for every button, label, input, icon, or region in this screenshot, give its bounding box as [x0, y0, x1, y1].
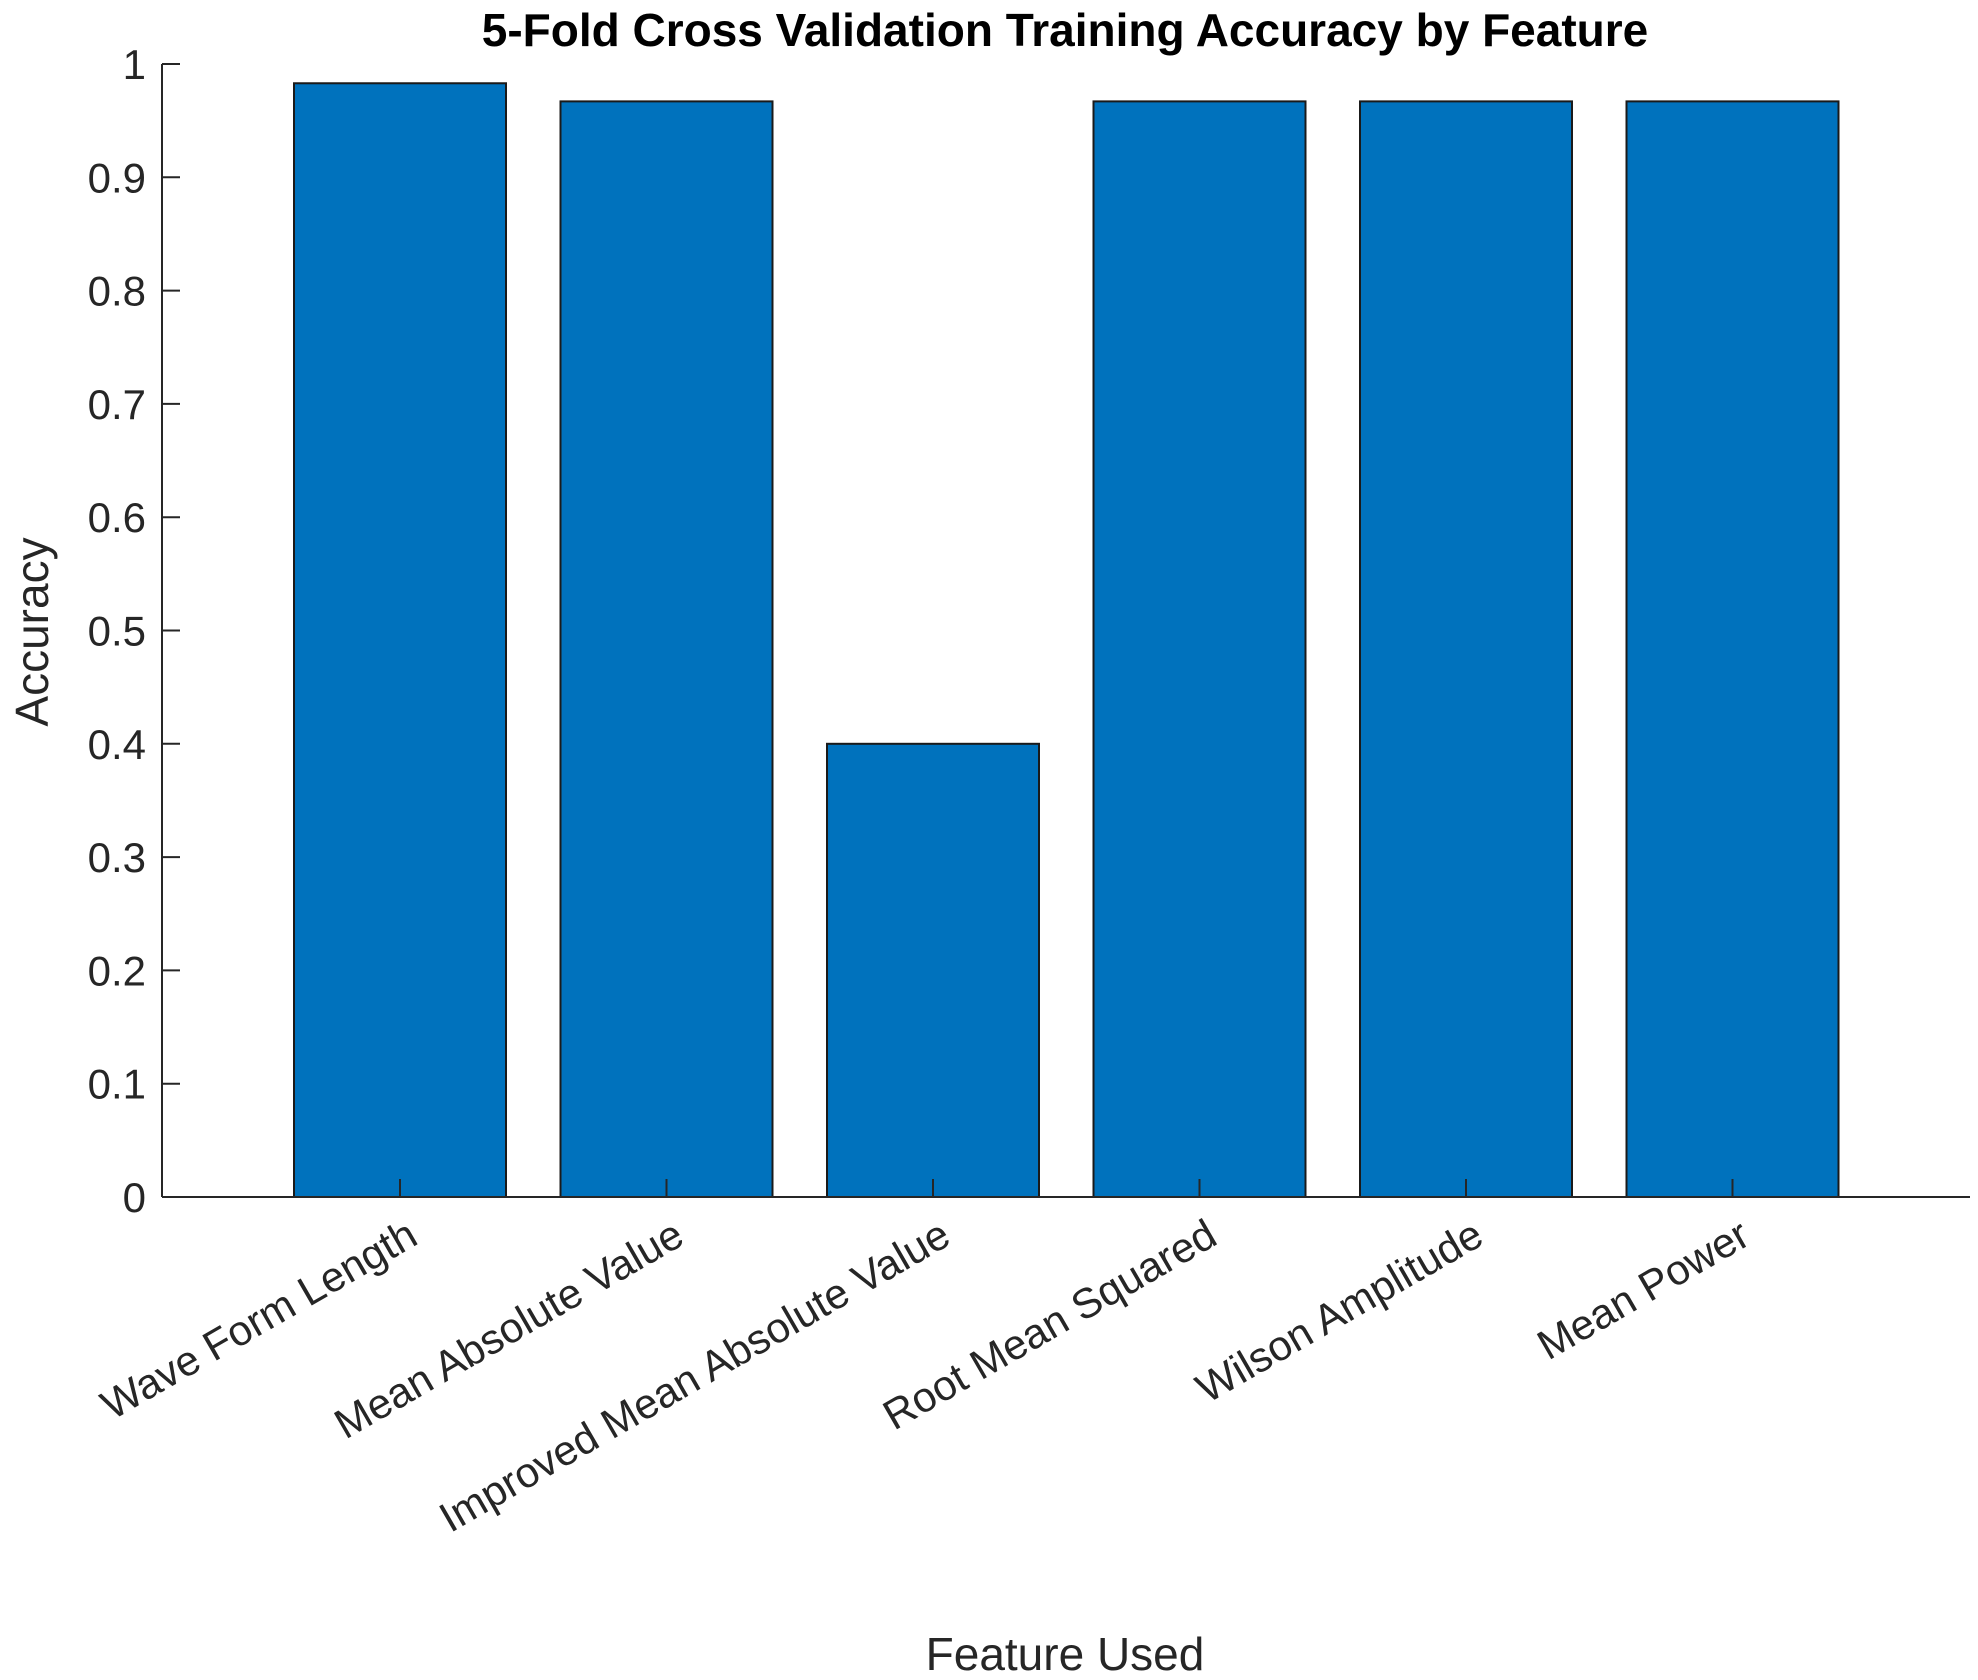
y-tick-label: 0.2 — [88, 947, 146, 994]
y-tick-label: 0.3 — [88, 834, 146, 881]
y-tick-label: 1 — [123, 41, 146, 88]
y-axis-label: Accuracy — [6, 537, 58, 726]
bar — [1625, 100, 1840, 1198]
y-tick-label: 0.7 — [88, 381, 146, 428]
y-tick-label: 0.8 — [88, 268, 146, 315]
y-tick-label: 0.1 — [88, 1061, 146, 1108]
x-tick-label: Mean Power — [1529, 1210, 1757, 1369]
bar — [293, 82, 507, 1199]
x-tick-label: Wilson Amplitude — [1188, 1210, 1490, 1412]
y-tick-label: 0.9 — [88, 154, 146, 201]
y-tick-label: 0.5 — [88, 608, 146, 655]
bar — [826, 742, 1040, 1198]
bars-group — [293, 82, 1840, 1199]
y-tick-label: 0.4 — [88, 721, 146, 768]
bar — [1092, 100, 1307, 1198]
bar — [559, 100, 774, 1198]
bar — [1359, 100, 1573, 1198]
y-tick-label: 0.6 — [88, 494, 146, 541]
x-axis-label: Feature Used — [926, 1628, 1205, 1680]
y-tick-label: 0 — [123, 1174, 146, 1221]
x-tick-label: Improved Mean Absolute Value — [431, 1210, 957, 1541]
y-axis-ticks: 0 0.1 0.2 0.3 0.4 0.5 0.6 0.7 0.8 0.9 1 — [88, 41, 180, 1221]
chart-title: 5-Fold Cross Validation Training Accurac… — [482, 4, 1649, 56]
